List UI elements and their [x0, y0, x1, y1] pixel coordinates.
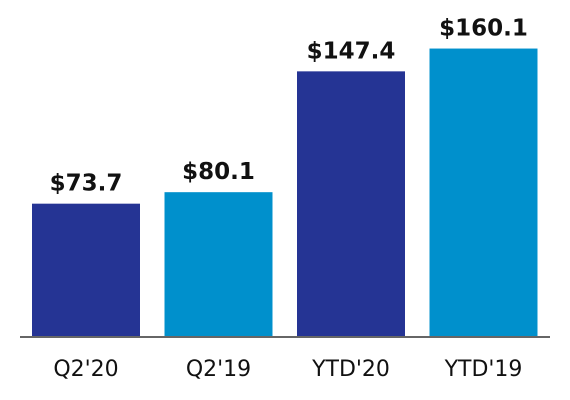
x-tick-label-1: Q2'20: [53, 357, 118, 382]
bar-3: [297, 71, 405, 336]
data-label-3: $147.4: [307, 38, 396, 64]
bar-4: [429, 48, 538, 336]
x-tick-labels-group: Q2'20 Q2'19 YTD'20 YTD'19: [53, 357, 522, 382]
data-label-2: $80.1: [182, 159, 255, 185]
data-label-4: $160.1: [439, 16, 528, 42]
bar-2: [164, 192, 273, 336]
x-tick-label-3: YTD'20: [311, 357, 390, 382]
bars-group: [32, 48, 538, 336]
x-tick-label-2: Q2'19: [186, 357, 251, 382]
data-labels-group: $73.7 $80.1 $147.4 $160.1: [50, 16, 528, 197]
x-tick-label-4: YTD'19: [444, 357, 523, 382]
data-label-1: $73.7: [50, 171, 123, 197]
bar-1: [32, 203, 140, 336]
